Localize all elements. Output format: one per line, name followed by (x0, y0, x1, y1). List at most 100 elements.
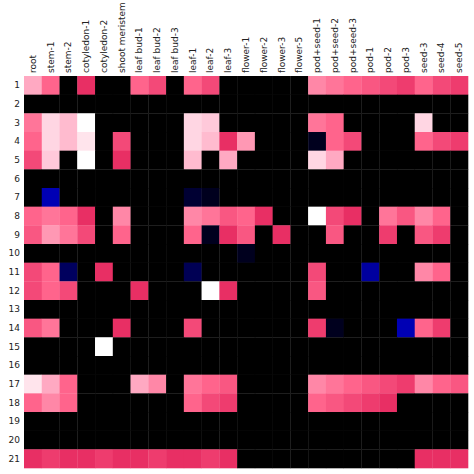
row-label: 13 (9, 304, 20, 314)
column-label: flower-5 (294, 37, 304, 73)
heatmap-cell (290, 319, 308, 338)
heatmap-cell (131, 151, 149, 170)
heatmap-cell (95, 244, 113, 263)
heatmap-cell (131, 95, 149, 114)
heatmap-cell (95, 113, 113, 132)
heatmap-cell (131, 300, 149, 319)
heatmap-cell (273, 412, 291, 431)
heatmap-cell (166, 431, 184, 450)
heatmap-cell (344, 207, 362, 226)
heatmap-cell (361, 431, 379, 450)
heatmap-cell (397, 225, 415, 244)
heatmap-cell (415, 132, 433, 151)
heatmap-cell (131, 169, 149, 188)
heatmap-cell (326, 375, 344, 394)
heatmap-cell (450, 263, 468, 282)
heatmap-cell (415, 225, 433, 244)
heatmap-cell (202, 188, 220, 207)
heatmap-cell (379, 281, 397, 300)
heatmap-cell (397, 113, 415, 132)
heatmap-cell (166, 95, 184, 114)
heatmap-cell (60, 132, 78, 151)
heatmap-cell (24, 95, 42, 114)
heatmap-cell (450, 225, 468, 244)
heatmap-cell (77, 319, 95, 338)
heatmap-cell (219, 431, 237, 450)
heatmap-cell (450, 337, 468, 356)
heatmap-cell (219, 244, 237, 263)
heatmap-cell (148, 113, 166, 132)
heatmap-cell (219, 356, 237, 375)
heatmap-cell (290, 300, 308, 319)
heatmap-cell (397, 356, 415, 375)
heatmap-cell (42, 412, 60, 431)
heatmap-cell (344, 356, 362, 375)
heatmap-cell (148, 300, 166, 319)
heatmap-cell (361, 132, 379, 151)
heatmap-cell (379, 319, 397, 338)
heatmap-cell (184, 132, 202, 151)
heatmap-cell (397, 449, 415, 468)
heatmap-cell (77, 244, 95, 263)
heatmap-cell (131, 449, 149, 468)
heatmap-cell (273, 132, 291, 151)
heatmap-cell (361, 281, 379, 300)
heatmap-cell (202, 281, 220, 300)
heatmap-cell (379, 132, 397, 151)
heatmap-cell (184, 207, 202, 226)
heatmap-cell (308, 188, 326, 207)
heatmap-cell (166, 356, 184, 375)
heatmap-cell (379, 449, 397, 468)
heatmap-cell (273, 356, 291, 375)
heatmap-cell (42, 76, 60, 95)
heatmap-cell (326, 95, 344, 114)
heatmap-cell (255, 188, 273, 207)
heatmap-cell (95, 95, 113, 114)
row-label: 14 (9, 323, 21, 333)
heatmap-cell (290, 188, 308, 207)
heatmap-cell (42, 337, 60, 356)
heatmap-cell (237, 356, 255, 375)
heatmap-cell (290, 76, 308, 95)
heatmap-cell (432, 356, 450, 375)
heatmap-cell (219, 113, 237, 132)
heatmap-cell (237, 337, 255, 356)
heatmap-cell (237, 393, 255, 412)
heatmap-cell (184, 244, 202, 263)
column-label: pod-2 (383, 47, 393, 73)
heatmap-cell (237, 225, 255, 244)
heatmap-cell (113, 263, 131, 282)
heatmap-cell (344, 300, 362, 319)
heatmap-cell (60, 431, 78, 450)
heatmap-cell (326, 263, 344, 282)
heatmap-cell (308, 207, 326, 226)
heatmap-cell (432, 393, 450, 412)
heatmap-cell (131, 375, 149, 394)
row-label: 11 (9, 267, 20, 277)
heatmap-cell (219, 319, 237, 338)
heatmap-cell (166, 319, 184, 338)
heatmap-cell (237, 319, 255, 338)
heatmap-cell (344, 132, 362, 151)
heatmap-cell (273, 393, 291, 412)
heatmap-cell (148, 412, 166, 431)
column-label: stem-1 (46, 42, 56, 74)
heatmap-cell (24, 281, 42, 300)
heatmap-cell (202, 263, 220, 282)
heatmap-cell (415, 300, 433, 319)
heatmap-cell (255, 225, 273, 244)
heatmap-cell (326, 76, 344, 95)
heatmap-cell (397, 393, 415, 412)
heatmap-cell (415, 76, 433, 95)
heatmap-cell (184, 300, 202, 319)
heatmap-cell (95, 300, 113, 319)
heatmap-cell (42, 95, 60, 114)
heatmap-cell (308, 412, 326, 431)
heatmap-cell (113, 449, 131, 468)
heatmap-cell (415, 319, 433, 338)
heatmap-cell (450, 132, 468, 151)
heatmap-cell (290, 95, 308, 114)
column-label: stem-2 (63, 42, 73, 74)
heatmap-cell (361, 244, 379, 263)
heatmap-cell (432, 113, 450, 132)
